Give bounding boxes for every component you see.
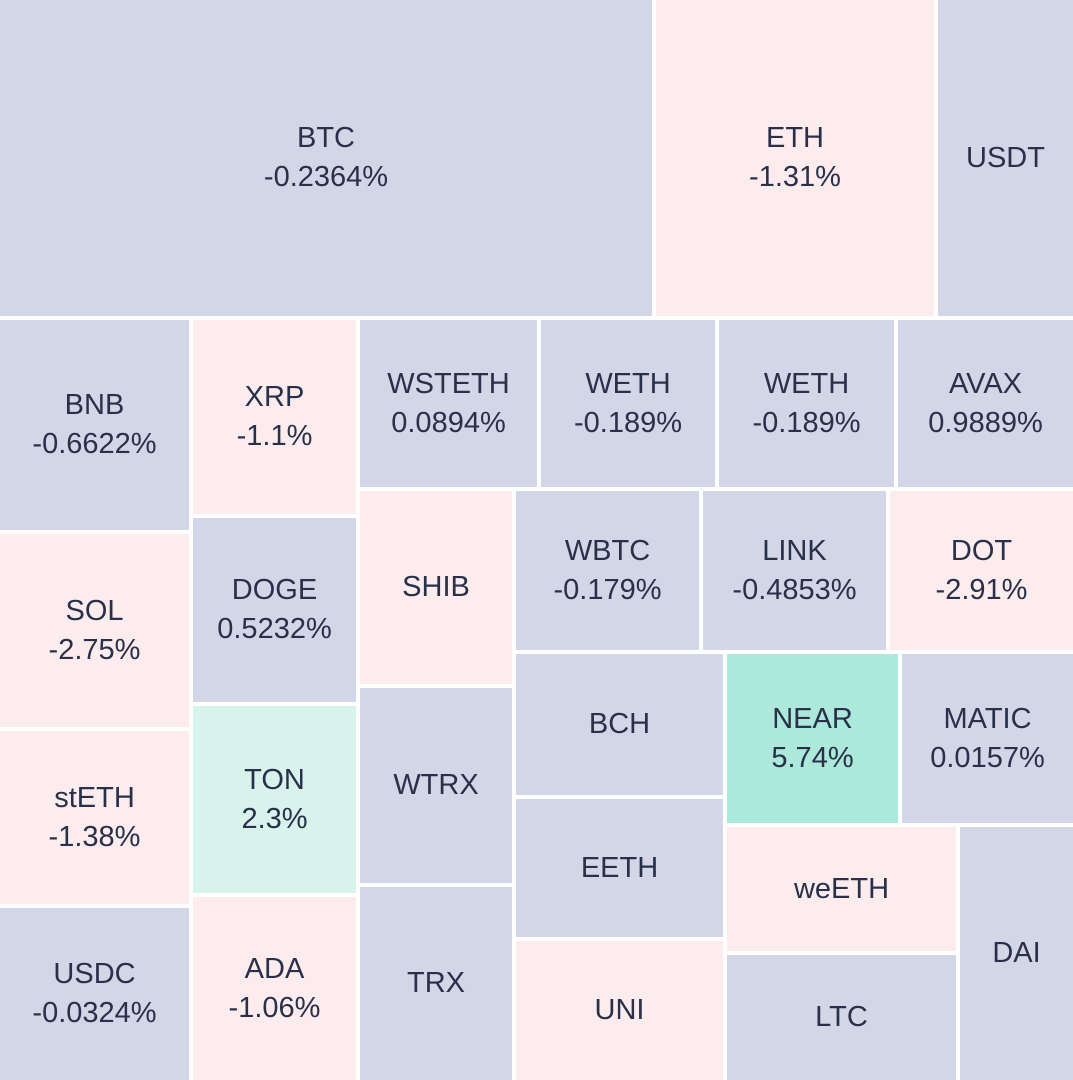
tile-ada[interactable]: ADA -1.06% (193, 897, 356, 1080)
tile-symbol: BTC (297, 122, 355, 154)
tile-symbol: USDT (966, 141, 1045, 174)
tile-trx[interactable]: TRX (360, 887, 512, 1080)
tile-symbol: EETH (580, 851, 659, 884)
tile-usdt[interactable]: USDT (938, 0, 1073, 316)
tile-bch[interactable]: BCH (516, 654, 723, 795)
tile-change: -1.38% (48, 820, 141, 853)
tile-symbol: UNI (594, 994, 645, 1026)
tile-wsteth[interactable]: WSTETH 0.0894% (360, 320, 537, 487)
tile-change: -0.179% (553, 573, 662, 606)
tile-symbol: SHIB (402, 571, 470, 603)
tile-ton[interactable]: TON 2.3% (193, 706, 356, 893)
tile-symbol: TON (244, 763, 305, 796)
tile-symbol: NEAR (772, 702, 853, 735)
tile-xrp[interactable]: XRP -1.1% (193, 320, 356, 514)
tile-bnb[interactable]: BNB -0.6622% (0, 320, 189, 530)
tile-symbol: AVAX (948, 367, 1023, 400)
tile-symbol: BNB (64, 389, 125, 421)
tile-symbol: LTC (815, 1001, 868, 1033)
tile-change: -1.06% (228, 991, 321, 1024)
tile-change: -0.189% (752, 406, 861, 439)
tile-change: 2.3% (241, 802, 308, 835)
tile-symbol: WBTC (564, 534, 651, 567)
tile-doge[interactable]: DOGE 0.5232% (193, 518, 356, 702)
tile-shib[interactable]: SHIB (360, 491, 512, 684)
tile-change: -1.31% (749, 161, 841, 193)
tile-change: 0.9889% (928, 406, 1043, 439)
tile-symbol: DOT (950, 534, 1013, 567)
tile-weeth[interactable]: weETH (727, 827, 956, 951)
tile-symbol: DAI (992, 937, 1041, 969)
tile-sol[interactable]: SOL -2.75% (0, 534, 189, 727)
tile-symbol: weETH (793, 872, 890, 905)
tile-symbol: ETH (766, 122, 824, 154)
tile-change: -0.2364% (263, 161, 389, 193)
tile-change: 5.74% (771, 741, 854, 774)
tile-change: -2.75% (48, 633, 141, 666)
tile-wtrx[interactable]: WTRX (360, 688, 512, 883)
tile-uni[interactable]: UNI (516, 941, 723, 1080)
tile-change: 0.0894% (391, 406, 506, 439)
tile-near[interactable]: NEAR 5.74% (727, 654, 898, 823)
tile-steth[interactable]: stETH -1.38% (0, 731, 189, 904)
tile-symbol: WETH (585, 367, 671, 400)
tile-link[interactable]: LINK -0.4853% (703, 491, 886, 650)
tile-avax[interactable]: AVAX 0.9889% (898, 320, 1073, 487)
tile-change: -2.91% (935, 573, 1028, 606)
tile-change: 0.0157% (930, 741, 1045, 774)
tile-symbol: LINK (762, 534, 827, 567)
tile-usdc[interactable]: USDC -0.0324% (0, 908, 189, 1080)
tile-weth[interactable]: WETH -0.189% (541, 320, 715, 487)
tile-change: -0.4853% (732, 573, 857, 606)
tile-dot[interactable]: DOT -2.91% (890, 491, 1073, 650)
tile-change: -0.0324% (32, 997, 157, 1029)
tile-symbol: BCH (588, 708, 651, 740)
tile-symbol: WTRX (393, 769, 479, 801)
tile-weth[interactable]: WETH -0.189% (719, 320, 894, 487)
tile-wbtc[interactable]: WBTC -0.179% (516, 491, 699, 650)
tile-symbol: MATIC (943, 702, 1032, 735)
tile-matic[interactable]: MATIC 0.0157% (902, 654, 1073, 823)
tile-eeth[interactable]: EETH (516, 799, 723, 937)
tile-dai[interactable]: DAI (960, 827, 1073, 1080)
tile-symbol: XRP (244, 381, 305, 413)
tile-change: -0.6622% (32, 428, 157, 460)
tile-change: -1.1% (236, 420, 313, 452)
tile-symbol: TRX (407, 967, 465, 999)
tile-symbol: SOL (65, 594, 124, 627)
tile-symbol: stETH (54, 781, 135, 814)
tile-symbol: USDC (53, 958, 136, 990)
tile-change: 0.5232% (217, 613, 332, 645)
tile-btc[interactable]: BTC -0.2364% (0, 0, 652, 316)
tile-symbol: DOGE (231, 574, 318, 606)
tile-symbol: WSTETH (387, 367, 510, 400)
tile-ltc[interactable]: LTC (727, 955, 956, 1080)
tile-eth[interactable]: ETH -1.31% (656, 0, 934, 316)
tile-change: -0.189% (573, 406, 682, 439)
tile-symbol: WETH (763, 367, 850, 400)
tile-symbol: ADA (244, 952, 305, 985)
